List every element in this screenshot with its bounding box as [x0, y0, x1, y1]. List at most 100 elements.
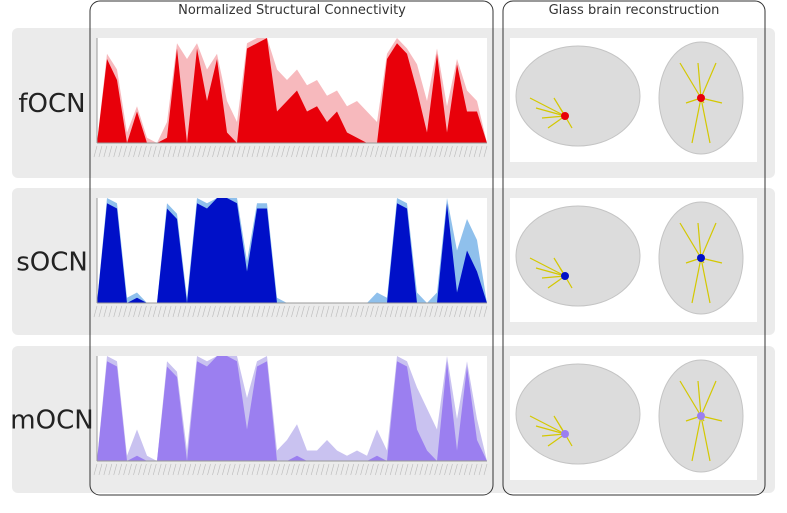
node	[697, 254, 705, 262]
axis-label-stub	[197, 463, 201, 476]
axis-label-stub	[261, 463, 266, 476]
axis-label-stub	[291, 145, 295, 158]
axis-label-stub	[261, 145, 266, 158]
axis-label-stub	[222, 145, 226, 158]
axis-label-stub	[152, 463, 157, 476]
axis-label-stub	[444, 463, 448, 476]
axis-label-stub	[187, 305, 192, 318]
axis-label-stub	[128, 145, 132, 158]
axis-label-stub	[93, 305, 98, 318]
axis-label-stub	[419, 463, 424, 476]
axis-label-stub	[350, 463, 354, 476]
node	[697, 412, 705, 420]
axis-label-stub	[162, 463, 167, 476]
axis-label-stub	[424, 463, 429, 476]
row-label: sOCN	[16, 248, 88, 278]
axis-label-stub	[350, 305, 354, 318]
axis-label-stub	[103, 145, 108, 158]
axis-label-stub	[236, 145, 241, 158]
axis-label-stub	[370, 305, 374, 318]
axis-label-stub	[256, 305, 261, 318]
axis-label-stub	[414, 145, 419, 158]
axis-label-stub	[103, 305, 108, 318]
axis-label-stub	[340, 145, 345, 158]
axis-label-stub	[113, 305, 118, 318]
header: Normalized Structural Connectivity	[178, 3, 406, 18]
node	[561, 112, 569, 120]
axis-label-stub	[478, 305, 483, 318]
axis-label-stub	[217, 145, 221, 158]
axis-label-stub	[345, 145, 350, 158]
axis-label-stub	[449, 145, 453, 158]
axis-label-stub	[113, 145, 118, 158]
axis-label-stub	[202, 145, 206, 158]
axis-label-stub	[207, 463, 211, 476]
fiber	[691, 415, 702, 462]
fiber	[529, 257, 566, 277]
axis-label-stub	[389, 145, 394, 158]
axis-label-stub	[414, 305, 419, 318]
axis-label-stub	[93, 463, 98, 476]
fiber	[535, 107, 566, 117]
axis-label-stub	[212, 463, 216, 476]
axis-label-stub	[266, 305, 271, 318]
axis-label-stub	[227, 463, 231, 476]
fiber	[691, 257, 702, 304]
axis-label-stub	[434, 305, 438, 318]
axis-label-stub	[424, 305, 429, 318]
axis-label-stub	[212, 145, 216, 158]
fiber	[529, 97, 566, 117]
axis-label-stub	[330, 305, 335, 318]
axis-label-stub	[459, 463, 463, 476]
axis-label-stub	[167, 305, 172, 318]
axis-label-stub	[439, 305, 443, 318]
axis-label-stub	[325, 305, 330, 318]
axis-label-stub	[449, 305, 453, 318]
axis-label-stub	[231, 463, 236, 476]
axis-label-stub	[419, 305, 424, 318]
axis-label-stub	[162, 305, 167, 318]
axis-label-stub	[271, 305, 276, 318]
fiber	[700, 222, 717, 259]
axis-label-stub	[315, 145, 320, 158]
axis-label-stub	[162, 145, 167, 158]
axis-label-stub	[251, 305, 256, 318]
axis-label-stub	[108, 463, 113, 476]
axis-label-stub	[286, 145, 290, 158]
axis-label-stub	[133, 463, 137, 476]
axis-label-stub	[167, 145, 172, 158]
node	[561, 272, 569, 280]
axis-label-stub	[345, 463, 350, 476]
axis-label-stub	[291, 463, 295, 476]
axis-label-stub	[291, 305, 295, 318]
axis-label-stub	[394, 305, 399, 318]
axis-label-stub	[133, 145, 137, 158]
axis-label-stub	[483, 305, 488, 318]
fiber	[697, 222, 702, 259]
axis-label-stub	[384, 145, 389, 158]
row-label: mOCN	[10, 406, 93, 436]
fiber	[529, 415, 566, 435]
axis-label-stub	[256, 463, 261, 476]
axis-label-stub	[360, 305, 364, 318]
axis-label-stub	[118, 463, 122, 476]
axis-label-stub	[157, 463, 162, 476]
axis-label-stub	[286, 463, 290, 476]
axis-label-stub	[212, 305, 216, 318]
axis-label-stub	[118, 305, 122, 318]
axis-label-stub	[281, 305, 285, 318]
axis-label-stub	[296, 145, 300, 158]
axis-label-stub	[409, 145, 414, 158]
axis-label-stub	[281, 145, 285, 158]
axis-label-stub	[217, 305, 221, 318]
axis-label-stub	[350, 145, 354, 158]
axis-label-stub	[459, 145, 463, 158]
axis-label-stub	[271, 463, 276, 476]
axis-label-stub	[123, 305, 127, 318]
axis-label-stub	[315, 305, 320, 318]
axis-label-stub	[384, 305, 389, 318]
axis-label-stub	[192, 305, 197, 318]
axis-label-stub	[305, 463, 310, 476]
axis-label-stub	[439, 463, 443, 476]
axis-label-stub	[207, 305, 211, 318]
